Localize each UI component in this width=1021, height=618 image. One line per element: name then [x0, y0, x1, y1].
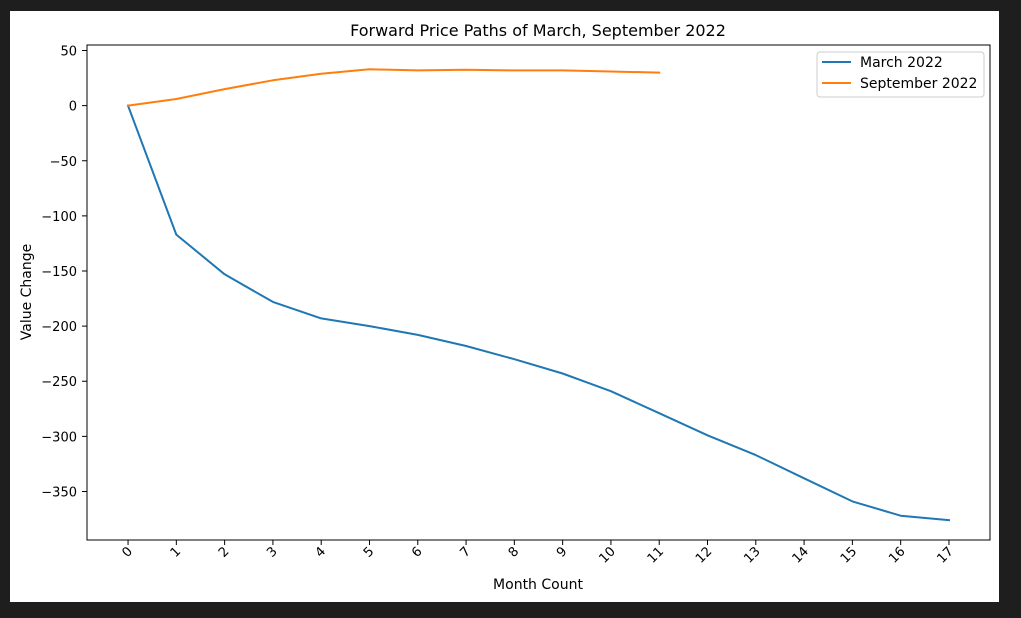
x-tick-label: 7	[457, 544, 473, 560]
x-axis-ticks: 0 1 2 3 4 5 6 7 8 9 10 11 12 13 14 15 16 17	[119, 540, 957, 567]
y-tick-label: −350	[41, 485, 77, 500]
series-line-march-2022	[126, 104, 951, 522]
x-tick-label: 10	[596, 544, 618, 566]
x-tick-label: 15	[838, 544, 860, 566]
legend-label-march-2022: March 2022	[860, 55, 943, 71]
x-tick-label: 11	[645, 544, 667, 566]
x-tick-label: 16	[886, 544, 908, 566]
x-tick-label: 2	[216, 544, 232, 560]
y-axis-ticks: 50 0 −50 −100 −150 −200 −250 −300 −350	[41, 45, 87, 500]
legend-label-september-2022: September 2022	[860, 76, 977, 92]
y-axis-label: Value Change	[19, 244, 35, 341]
x-tick-label: 4	[313, 544, 329, 560]
y-tick-label: −250	[41, 375, 77, 390]
x-tick-label: 3	[264, 544, 280, 560]
x-tick-label: 9	[554, 544, 570, 560]
y-tick-label: −300	[41, 430, 77, 445]
plot-series	[126, 68, 951, 522]
x-tick-label: 0	[119, 544, 135, 560]
x-tick-label: 6	[409, 544, 425, 560]
x-tick-label: 8	[506, 544, 522, 560]
y-tick-label: −100	[41, 210, 77, 225]
line-chart: Forward Price Paths of March, September …	[19, 21, 991, 593]
x-tick-label: 13	[741, 544, 763, 566]
legend: March 2022 September 2022	[816, 51, 985, 98]
x-tick-label: 5	[361, 544, 377, 560]
y-tick-label: −50	[50, 155, 77, 170]
x-tick-label: 12	[693, 544, 715, 566]
series-line-september-2022	[126, 68, 661, 107]
x-axis-label: Month Count	[493, 577, 583, 593]
x-tick-label: 14	[790, 544, 812, 566]
y-tick-label: −150	[41, 265, 77, 280]
plot-area-frame	[86, 44, 991, 541]
x-tick-label: 17	[934, 544, 956, 566]
y-tick-label: −200	[41, 320, 77, 335]
y-tick-label: 50	[60, 45, 77, 60]
y-tick-label: 0	[69, 100, 77, 115]
legend-box	[816, 51, 985, 98]
figure-canvas: Forward Price Paths of March, September …	[10, 11, 999, 602]
x-tick-label: 1	[168, 544, 184, 560]
chart-title: Forward Price Paths of March, September …	[350, 21, 726, 40]
